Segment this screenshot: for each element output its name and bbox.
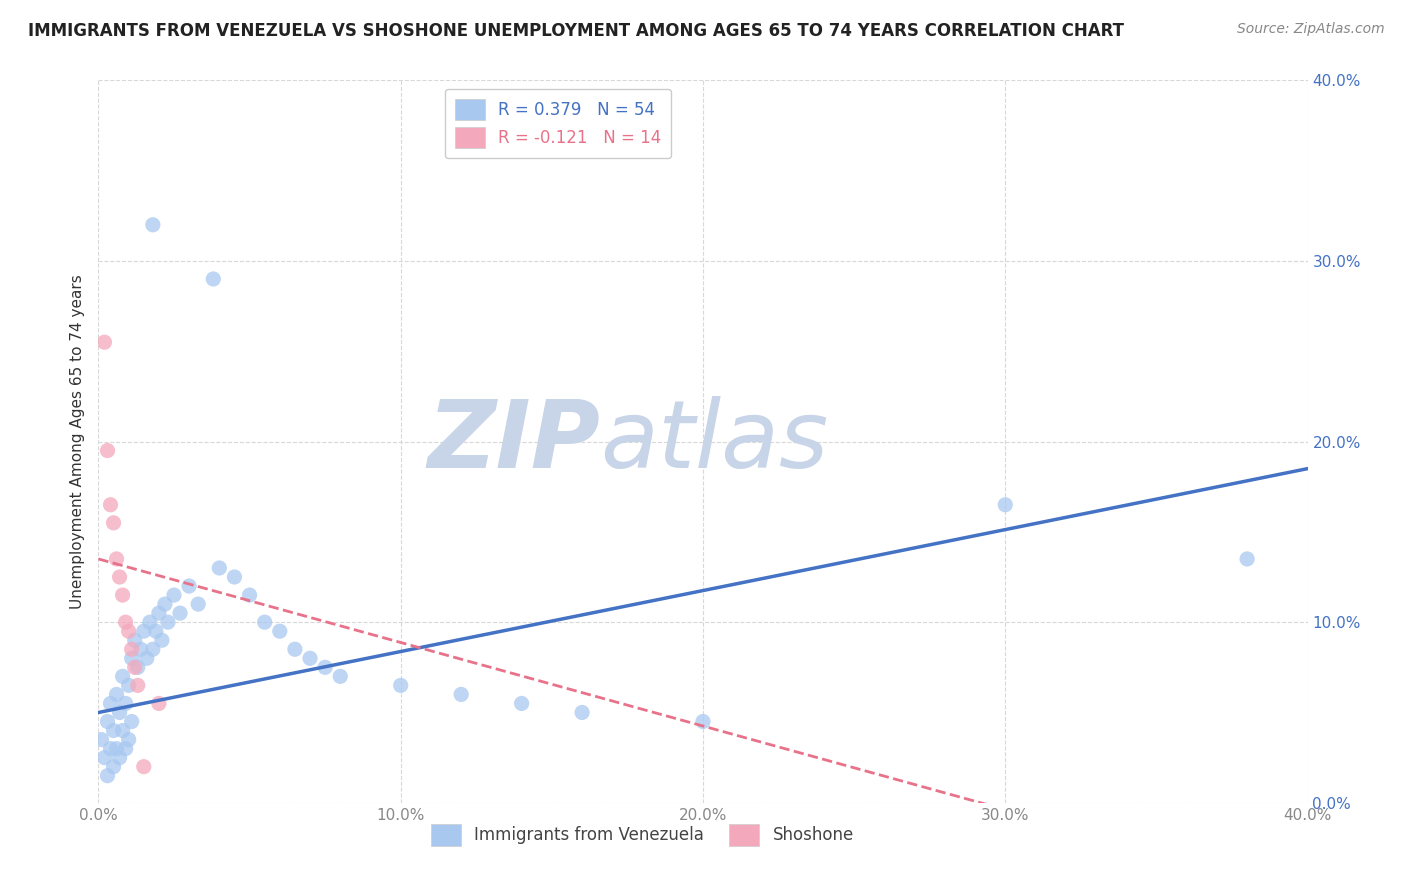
- Point: [389, 678, 412, 692]
- Point: [571, 706, 593, 720]
- Point: [105, 687, 128, 701]
- Point: [148, 606, 170, 620]
- Point: [121, 651, 143, 665]
- Point: [121, 714, 143, 729]
- Point: [100, 498, 122, 512]
- Point: [105, 741, 128, 756]
- Point: [93, 750, 115, 764]
- Point: [100, 741, 122, 756]
- Point: [90, 732, 112, 747]
- Point: [93, 335, 115, 350]
- Point: [208, 561, 231, 575]
- Point: [135, 651, 157, 665]
- Point: [132, 624, 155, 639]
- Point: [111, 669, 134, 683]
- Point: [510, 697, 533, 711]
- Point: [108, 706, 131, 720]
- Point: [103, 723, 125, 738]
- Point: [269, 624, 291, 639]
- Point: [118, 624, 141, 639]
- Point: [129, 642, 152, 657]
- Point: [118, 678, 141, 692]
- Point: [202, 272, 225, 286]
- Point: [127, 660, 149, 674]
- Point: [103, 760, 125, 774]
- Point: [692, 714, 714, 729]
- Text: ZIP: ZIP: [427, 395, 600, 488]
- Point: [96, 443, 118, 458]
- Point: [103, 516, 125, 530]
- Point: [994, 498, 1017, 512]
- Point: [139, 615, 162, 630]
- Point: [108, 750, 131, 764]
- Legend: Immigrants from Venezuela, Shoshone: Immigrants from Venezuela, Shoshone: [425, 818, 860, 852]
- Point: [114, 741, 136, 756]
- Y-axis label: Unemployment Among Ages 65 to 74 years: Unemployment Among Ages 65 to 74 years: [69, 274, 84, 609]
- Point: [148, 697, 170, 711]
- Point: [114, 697, 136, 711]
- Point: [284, 642, 307, 657]
- Point: [187, 597, 209, 611]
- Point: [179, 579, 201, 593]
- Point: [239, 588, 262, 602]
- Point: [121, 642, 143, 657]
- Point: [153, 597, 176, 611]
- Point: [114, 615, 136, 630]
- Point: [96, 769, 118, 783]
- Point: [96, 714, 118, 729]
- Point: [169, 606, 191, 620]
- Point: [150, 633, 173, 648]
- Point: [314, 660, 336, 674]
- Text: IMMIGRANTS FROM VENEZUELA VS SHOSHONE UNEMPLOYMENT AMONG AGES 65 TO 74 YEARS COR: IMMIGRANTS FROM VENEZUELA VS SHOSHONE UN…: [28, 22, 1125, 40]
- Text: Source: ZipAtlas.com: Source: ZipAtlas.com: [1237, 22, 1385, 37]
- Point: [253, 615, 276, 630]
- Point: [1236, 552, 1258, 566]
- Point: [100, 697, 122, 711]
- Point: [163, 588, 186, 602]
- Point: [108, 570, 131, 584]
- Point: [111, 723, 134, 738]
- Text: atlas: atlas: [600, 396, 828, 487]
- Point: [105, 552, 128, 566]
- Point: [450, 687, 472, 701]
- Point: [118, 732, 141, 747]
- Point: [124, 633, 146, 648]
- Point: [299, 651, 322, 665]
- Point: [132, 760, 155, 774]
- Point: [142, 642, 165, 657]
- Point: [111, 588, 134, 602]
- Point: [145, 624, 167, 639]
- Point: [329, 669, 352, 683]
- Point: [156, 615, 179, 630]
- Point: [124, 660, 146, 674]
- Point: [224, 570, 246, 584]
- Point: [127, 678, 149, 692]
- Point: [142, 218, 165, 232]
